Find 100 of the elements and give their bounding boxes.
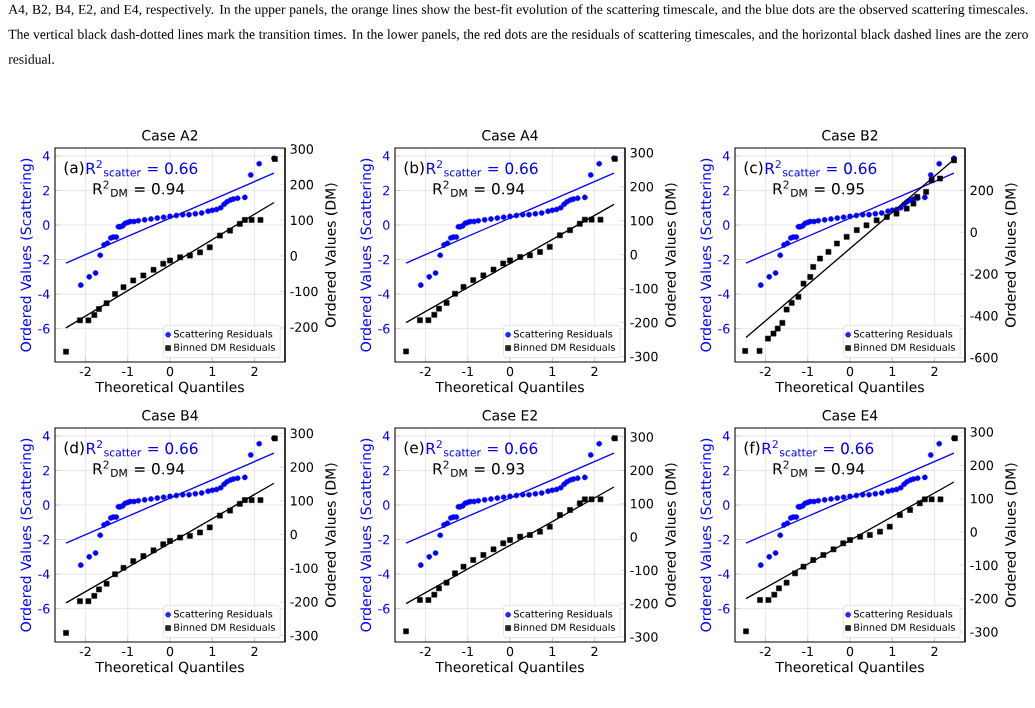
annotation: R$^{2}$$_{scatter}$ = 0.66 xyxy=(86,160,198,177)
legend-label: Binned DM Residuals xyxy=(854,623,956,631)
annotation: R$^{2}$$_{scatter}$ = 0.66 xyxy=(426,440,538,457)
x-tick-label: 1 xyxy=(549,646,556,656)
x-tick-label: 0 xyxy=(506,646,514,657)
x-axis-title: Theoretical Quantiles xyxy=(775,661,924,674)
y2-tick-label: 300 xyxy=(290,428,314,439)
y2-tick-label: -100 xyxy=(290,286,318,297)
y2-tick-label: -100 xyxy=(970,560,998,571)
y2-tick-label: 0 xyxy=(970,527,977,537)
y2-tick-label: -300 xyxy=(290,630,318,641)
y2-tick-label: 100 xyxy=(291,215,314,226)
annotation: (b) xyxy=(404,161,424,176)
legend-label: Binned DM Residuals xyxy=(854,343,956,351)
y2-tick-label: -600 xyxy=(970,352,998,363)
y2-tick-label: -100 xyxy=(290,563,318,573)
chart-title: Case B2 xyxy=(822,130,878,141)
y-tick-label: -4 xyxy=(378,289,390,299)
y-tick-label: 4 xyxy=(382,151,390,161)
x-tick-label: -2 xyxy=(79,646,91,657)
y2-tick-label: -100 xyxy=(630,283,658,294)
y-tick-label: -2 xyxy=(718,534,730,545)
x-tick-label: -1 xyxy=(122,366,133,376)
y2-tick-label: 0 xyxy=(290,529,297,540)
y-tick-label: 2 xyxy=(43,185,50,196)
y2-axis-title: Ordered Values (DM) xyxy=(324,183,338,327)
y2-tick-label: 200 xyxy=(970,460,994,471)
y2-tick-label: 100 xyxy=(291,495,314,506)
legend-label: Binned DM Residuals xyxy=(514,623,616,631)
legend-label: Scattering Residuals xyxy=(853,330,953,340)
annotation: (f) xyxy=(744,441,760,456)
y2-tick-label: 300 xyxy=(290,144,314,154)
annotation: R$^{2}$$_{DM}$ = 0.94 xyxy=(433,180,525,197)
y-tick-label: 4 xyxy=(722,431,730,441)
chart-title: Case E4 xyxy=(822,410,878,421)
y2-tick-label: -200 xyxy=(290,597,318,607)
x-tick-label: -2 xyxy=(759,646,771,657)
y2-tick-label: 200 xyxy=(290,179,314,190)
x-tick-label: 0 xyxy=(846,366,854,377)
y-tick-label: 2 xyxy=(383,185,390,196)
legend-label: Binned DM Residuals xyxy=(514,343,616,351)
y2-tick-label: -300 xyxy=(630,632,658,642)
y2-tick-label: 0 xyxy=(970,227,977,238)
x-tick-label: -1 xyxy=(462,366,473,376)
x-tick-label: 0 xyxy=(846,646,854,657)
x-tick-label: 0 xyxy=(166,366,174,377)
y2-tick-label: -300 xyxy=(970,627,998,637)
y-tick-label: -4 xyxy=(38,569,50,579)
y-tick-label: -4 xyxy=(38,289,50,299)
annotation: R$^{2}$$_{scatter}$ = 0.66 xyxy=(87,440,198,457)
y2-axis-title: Ordered Values (DM) xyxy=(1004,183,1018,327)
y2-axis-title: Ordered Values (DM) xyxy=(324,463,338,607)
legend-label: Scattering Residuals xyxy=(173,330,273,340)
y-tick-label: 4 xyxy=(722,151,730,161)
y-tick-label: 4 xyxy=(42,431,50,441)
annotation: R$^{2}$$_{scatter}$ = 0.66 xyxy=(427,160,538,177)
x-tick-label: 1 xyxy=(889,366,896,376)
x-tick-label: 1 xyxy=(209,366,216,376)
x-axis-title: Theoretical Quantiles xyxy=(775,381,924,394)
x-tick-label: -2 xyxy=(759,366,771,377)
y-tick-label: -2 xyxy=(38,534,50,545)
x-tick-label: -2 xyxy=(419,646,431,657)
y-tick-label: -2 xyxy=(38,254,50,265)
y-tick-label: -4 xyxy=(718,569,730,579)
y2-tick-label: -300 xyxy=(630,351,658,362)
x-tick-label: -1 xyxy=(462,646,473,656)
y-tick-label: -6 xyxy=(718,603,730,614)
y-tick-label: 4 xyxy=(382,431,390,441)
annotation: (d) xyxy=(64,441,84,456)
y2-axis-title: Ordered Values (DM) xyxy=(1004,463,1018,607)
x-axis-title: Theoretical Quantiles xyxy=(435,661,584,674)
x-tick-label: 2 xyxy=(931,366,938,377)
y-tick-label: 4 xyxy=(42,151,50,161)
y2-tick-label: 100 xyxy=(971,493,994,504)
y-tick-label: -2 xyxy=(718,254,730,265)
y2-tick-label: 300 xyxy=(970,427,994,437)
y-tick-label: -6 xyxy=(38,603,50,614)
annotation: R$^{2}$$_{DM}$ = 0.95 xyxy=(773,180,864,197)
legend-label: Scattering Residuals xyxy=(173,610,273,620)
text: A4, B2, B4, E2, and E4, respectively. In the upper panels, the orange lines show the best-fit evolution of the scattering timescale, and the blue dots are the observed scattering timescales. The vertical black dash-dotted lines mark the transition times. In the lower panels, the red dots are the residuals of scattering timescales, and the horizontal black dashed lines are the zero residual. xyxy=(8,4,1028,64)
y2-tick-label: 0 xyxy=(290,251,297,261)
annotation: R$^{2}$$_{DM}$ = 0.94 xyxy=(93,180,185,197)
annotation: (a) xyxy=(64,161,84,176)
y2-axis-title: Ordered Values (DM) xyxy=(664,183,678,327)
x-tick-label: 2 xyxy=(251,646,258,657)
y-axis-title: Ordered Values (Scattering) xyxy=(700,158,714,352)
y2-tick-label: 0 xyxy=(630,532,637,542)
y2-tick-label: -100 xyxy=(630,565,658,576)
y-axis-title: Ordered Values (Scattering) xyxy=(700,438,714,632)
chart-title: Case A2 xyxy=(142,130,198,141)
x-tick-label: 1 xyxy=(549,366,556,376)
y-axis-title: Ordered Values (Scattering) xyxy=(360,438,374,632)
y-tick-label: 0 xyxy=(383,220,390,230)
legend-label: Binned DM Residuals xyxy=(174,343,276,351)
y2-tick-label: 0 xyxy=(630,249,637,260)
x-tick-label: 1 xyxy=(209,646,216,656)
x-tick-label: 2 xyxy=(931,646,938,657)
x-tick-label: 1 xyxy=(889,646,896,656)
y2-tick-label: 200 xyxy=(630,181,654,192)
annotation: (c) xyxy=(744,161,763,176)
